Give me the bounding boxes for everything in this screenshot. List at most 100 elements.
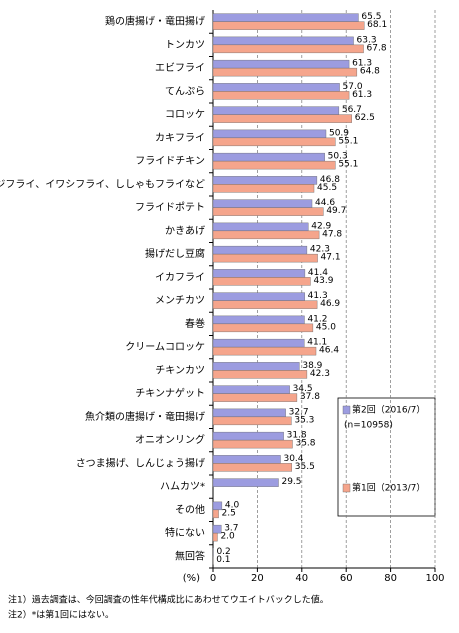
bar <box>213 176 317 184</box>
y-tick-label: 魚介類の唐揚げ・竜田揚げ <box>85 410 205 423</box>
bar <box>213 200 312 208</box>
bar <box>213 223 308 231</box>
y-tick-label: チキンカツ <box>155 364 205 376</box>
bar <box>213 83 340 91</box>
bar <box>213 45 364 53</box>
bar <box>213 68 357 76</box>
legend-box <box>338 398 435 516</box>
bar <box>213 370 307 378</box>
value-label: 0.1 <box>216 555 230 565</box>
y-tick-label: メンチカツ <box>155 295 205 307</box>
value-label: 37.8 <box>300 392 320 402</box>
y-tick-label: エビフライ <box>155 62 205 74</box>
bar <box>213 231 319 239</box>
value-label: 55.1 <box>338 160 358 170</box>
bar <box>213 254 318 262</box>
note: 注2）*は第1回にはない。 <box>8 609 114 621</box>
y-tick-label: オニオンリング <box>135 433 205 446</box>
bar <box>213 246 307 254</box>
x-tick-label: 80 <box>384 573 397 584</box>
y-tick-label: 鶏の唐揚げ・竜田揚げ <box>105 15 205 28</box>
value-label: 64.8 <box>360 67 380 77</box>
legend-marker <box>343 484 350 492</box>
bar <box>213 463 292 471</box>
note: 注1）過去調査は、今回調査の性年代構成比にあわせてウエイトバックした値。 <box>8 594 329 606</box>
y-tick-label: 特にない <box>165 527 205 539</box>
value-label: 46.4 <box>319 346 339 356</box>
bar <box>213 22 364 30</box>
value-label: 45.5 <box>317 183 337 193</box>
bar <box>213 153 325 161</box>
y-tick-label: かきあげ <box>165 225 205 237</box>
bar <box>213 347 316 355</box>
y-tick-label: フライドチキン <box>135 155 205 167</box>
value-label: 2.5 <box>222 508 236 518</box>
y-tick-label: その他 <box>175 503 205 516</box>
y-tick-label: イカフライ <box>155 271 205 283</box>
legend-label: 第1回（2013/7） <box>352 482 425 494</box>
bar <box>213 533 217 541</box>
value-label: 47.1 <box>321 253 341 263</box>
value-label: 55.1 <box>338 136 358 146</box>
y-tick-label: てんぷら <box>165 85 205 97</box>
value-label: 68.1 <box>367 20 387 30</box>
x-tick-label: 40 <box>295 573 308 584</box>
value-label: 49.7 <box>326 206 346 216</box>
value-label: 61.3 <box>352 90 372 100</box>
bar <box>213 115 352 123</box>
bar <box>213 60 349 68</box>
bar <box>213 409 286 417</box>
bar <box>213 394 297 402</box>
x-tick-label: 20 <box>251 573 264 584</box>
x-axis-label: (%) <box>183 573 200 584</box>
y-tick-label: フライドポテト <box>135 202 205 214</box>
bar <box>213 269 305 277</box>
bar <box>213 91 349 99</box>
bar <box>213 277 310 285</box>
x-tick-label: 0 <box>210 573 216 584</box>
y-tick-label: コロッケ <box>165 109 205 121</box>
y-tick-label: チキンナゲット <box>135 388 205 400</box>
x-tick-label: 60 <box>340 573 353 584</box>
value-label: 47.8 <box>322 229 342 239</box>
bar <box>213 455 280 463</box>
legend-marker <box>343 406 350 414</box>
bar <box>213 130 326 138</box>
value-label: 43.9 <box>313 276 333 286</box>
bar <box>213 386 290 394</box>
bar <box>213 293 305 301</box>
bar <box>213 324 313 332</box>
bar <box>213 208 323 216</box>
bar <box>213 440 292 448</box>
y-tick-label: さつま揚げ、しんじょう揚げ <box>76 456 205 469</box>
value-label: 35.5 <box>295 462 315 472</box>
y-tick-label: カキフライ <box>155 132 205 144</box>
value-label: 45.0 <box>316 322 336 332</box>
bar <box>213 510 219 518</box>
bar <box>213 138 335 146</box>
value-label: 35.3 <box>294 415 314 425</box>
bar <box>213 502 222 510</box>
bar <box>213 37 354 45</box>
value-label: 42.3 <box>310 369 330 379</box>
y-tick-label: 無回答 <box>175 549 205 562</box>
bar <box>213 316 304 324</box>
x-tick-label: 100 <box>425 573 444 584</box>
y-tick-label: トンカツ <box>165 39 205 51</box>
bar <box>213 362 299 370</box>
y-tick-label: アジフライ、イワシフライ、ししゃもフライなど <box>0 178 205 190</box>
legend-note: (n=10958) <box>344 421 393 431</box>
value-label: 29.5 <box>281 477 301 487</box>
value-label: 67.8 <box>367 43 387 53</box>
value-label: 2.0 <box>220 532 235 542</box>
bar <box>213 339 304 347</box>
bar <box>213 107 339 115</box>
bar <box>213 161 335 169</box>
bar <box>213 417 291 425</box>
bar <box>213 14 358 22</box>
bar <box>213 432 284 440</box>
legend-label: 第2回（2016/7） <box>352 404 425 416</box>
y-tick-label: 揚げだし豆腐 <box>145 247 205 260</box>
value-label: 35.8 <box>295 439 315 449</box>
